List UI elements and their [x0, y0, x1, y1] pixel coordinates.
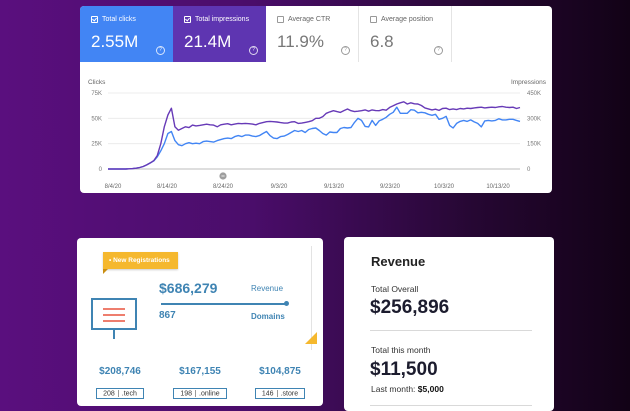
left-tick-label: 25K [91, 142, 102, 148]
tld-count: 146 [261, 390, 274, 397]
last-month: Last month: $5,000 [371, 384, 444, 394]
metric-label: Average CTR [288, 16, 331, 23]
x-tick-label: 10/3/20 [434, 184, 455, 190]
x-tick-label: 9/23/20 [380, 184, 401, 190]
corner-accent [305, 332, 317, 344]
tld-stat-online: $167,155 198 .online [163, 366, 237, 400]
tld-revenue: $167,155 [179, 366, 221, 377]
domains-count-value: 867 [159, 310, 176, 321]
divider [370, 330, 532, 331]
divider [370, 405, 532, 406]
right-tick-label: 300K [527, 116, 541, 122]
checkbox-unchecked-icon[interactable] [277, 16, 284, 23]
metric-value: 2.55M [91, 32, 139, 51]
left-tick-label: 50K [91, 116, 102, 122]
checkbox-unchecked-icon[interactable] [370, 16, 377, 23]
help-icon[interactable]: ? [156, 46, 165, 55]
checkbox-checked-icon[interactable] [91, 16, 98, 23]
help-icon[interactable]: ? [249, 46, 258, 55]
clicks-series-line [108, 106, 521, 170]
tld-pill[interactable]: 208 .tech [96, 387, 144, 399]
domains-label: Domains [251, 312, 285, 321]
checkbox-checked-icon[interactable] [184, 16, 191, 23]
tld-pill[interactable]: 146 .store [254, 387, 306, 399]
tld-name: .online [199, 390, 220, 397]
total-overall-label: Total Overall [371, 284, 419, 294]
divider-dot [284, 301, 289, 306]
tld-stat-store: $104,875 146 .store [243, 366, 317, 400]
metric-label: Total clicks [102, 16, 136, 23]
badge-fold [103, 269, 108, 274]
total-this-month-label: Total this month [371, 345, 431, 355]
registrations-summary: • New Registrations $686,279 Revenue 867… [84, 246, 317, 350]
help-icon[interactable]: ? [341, 46, 350, 55]
registrations-revenue-label: Revenue [251, 284, 284, 293]
metric-total-clicks[interactable]: Total clicks 2.55M ? [80, 6, 173, 62]
tld-count: 198 [180, 390, 193, 397]
x-tick-label: 10/13/20 [486, 184, 510, 190]
monitor-icon [91, 298, 137, 339]
metric-value: 21.4M [184, 32, 232, 51]
x-tick-label: 8/14/20 [157, 184, 178, 190]
metric-value: 6.8 [370, 32, 394, 51]
right-tick-label: 0 [527, 167, 531, 173]
tld-revenue: $104,875 [259, 366, 301, 377]
performance-line-chart: Clicks Impressions 75K 450K 50K 300K 25K 150K… [88, 79, 547, 190]
registrations-revenue-value: $686,279 [159, 280, 218, 296]
total-this-month-value: $11,500 [370, 359, 438, 380]
metric-value: 11.9% [277, 32, 324, 51]
new-registrations-card: • New Registrations $686,279 Revenue 867… [77, 238, 323, 406]
metric-label: Total impressions [195, 16, 250, 23]
metric-tabs: Total clicks 2.55M ? Total impressions 2… [80, 6, 552, 62]
total-overall-value: $256,896 [370, 297, 450, 318]
left-axis-title: Clicks [88, 79, 106, 86]
tld-count: 208 [103, 390, 115, 397]
new-registrations-badge: • New Registrations [103, 252, 178, 269]
revenue-title: Revenue [371, 254, 426, 269]
revenue-card: Revenue Total Overall $256,896 Total thi… [344, 237, 554, 411]
tld-pill[interactable]: 198 .online [173, 387, 227, 399]
left-tick-label: 0 [99, 167, 103, 173]
x-tick-label: 9/3/20 [271, 184, 288, 190]
last-month-label: Last month: [371, 384, 416, 394]
tld-revenue: $208,746 [99, 366, 141, 377]
last-month-value: $5,000 [417, 384, 444, 394]
right-tick-label: 450K [527, 91, 541, 97]
metric-average-ctr[interactable]: Average CTR 11.9% ? [266, 6, 359, 62]
x-tick-label: 9/13/20 [324, 184, 345, 190]
impressions-series-line [108, 101, 521, 170]
performance-card: Total clicks 2.55M ? Total impressions 2… [80, 6, 552, 193]
metric-total-impressions[interactable]: Total impressions 21.4M ? [173, 6, 266, 62]
x-tick-label: 8/24/20 [213, 184, 234, 190]
right-tick-label: 150K [527, 142, 541, 148]
tld-name: .store [280, 390, 299, 397]
right-axis-title: Impressions [511, 79, 547, 86]
help-icon[interactable]: ? [434, 46, 443, 55]
x-tick-label: 8/4/20 [105, 184, 122, 190]
metric-average-position[interactable]: Average position 6.8 ? [359, 6, 452, 62]
divider-line [161, 303, 286, 305]
tld-stat-tech: $208,746 208 .tech [83, 366, 157, 400]
metric-label: Average position [381, 16, 434, 23]
tld-name: .tech [121, 390, 137, 397]
left-tick-label: 75K [91, 91, 102, 97]
